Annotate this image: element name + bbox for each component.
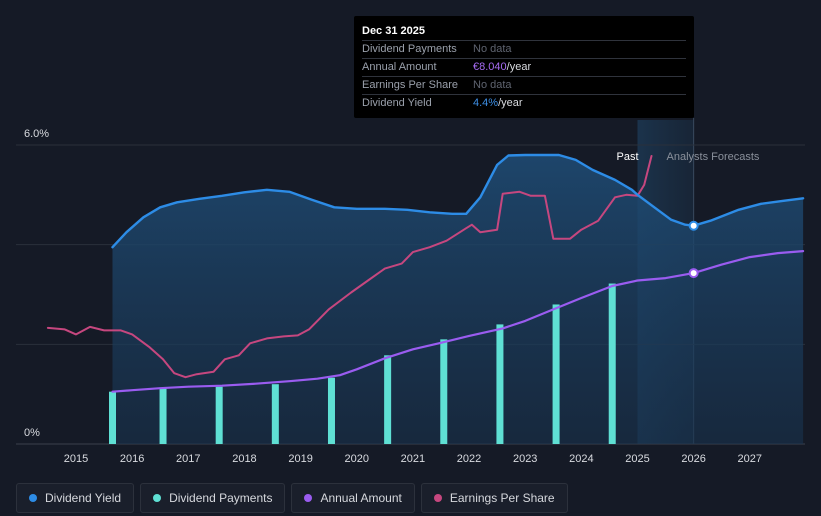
- x-tick-label: 2020: [345, 453, 369, 465]
- legend-dot: [29, 494, 37, 502]
- legend-label: Annual Amount: [320, 491, 402, 505]
- legend-dot: [304, 494, 313, 502]
- legend-label: Dividend Payments: [169, 491, 273, 505]
- forecast-label: Analysts Forecasts: [667, 151, 760, 163]
- tooltip-row-annual-amount: Annual Amount €8.040/year: [362, 58, 686, 76]
- x-tick-label: 2025: [625, 453, 649, 465]
- legend-item-dividend-yield[interactable]: Dividend Yield: [16, 483, 135, 513]
- tooltip-row-dividend-payments: Dividend Payments No data: [362, 40, 686, 58]
- x-tick-label: 2017: [176, 453, 200, 465]
- tooltip-value: €8.040: [473, 61, 507, 73]
- legend-dot: [153, 494, 162, 502]
- x-tick-label: 2024: [569, 453, 593, 465]
- dividend-payment-bar: [215, 386, 223, 444]
- tooltip-value: No data: [473, 43, 512, 55]
- x-tick-label: 2015: [64, 453, 88, 465]
- tooltip-row-dividend-yield: Dividend Yield 4.4%/year: [362, 94, 686, 112]
- x-tick-label: 2021: [401, 453, 425, 465]
- legend-item-annual-amount[interactable]: Annual Amount: [291, 483, 415, 513]
- earnings-per-share-line: [46, 155, 653, 379]
- dividend-yield-line: [111, 153, 805, 249]
- dividend-yield-marker: [688, 220, 699, 231]
- y-axis-label-min: 0%: [24, 427, 40, 439]
- dividend-payment-bar: [552, 304, 560, 444]
- y-axis-label-max: 6.0%: [24, 128, 49, 140]
- legend-label: Dividend Yield: [45, 491, 122, 505]
- x-tick-label: 2019: [288, 453, 312, 465]
- dividend-payment-bar: [327, 377, 335, 444]
- past-label: Past: [616, 151, 638, 163]
- tooltip-label: Dividend Payments: [362, 43, 457, 55]
- legend-dot: [433, 494, 442, 502]
- x-tick-label: 2022: [457, 453, 481, 465]
- dividend-payment-bar: [271, 384, 279, 444]
- tooltip-label: Annual Amount: [362, 61, 437, 73]
- legend-label: Earnings Per Share: [449, 491, 555, 505]
- tooltip-suffix: /year: [506, 61, 532, 73]
- dividend-payment-bar: [608, 283, 616, 444]
- tooltip-row-earnings-per-share: Earnings Per Share No data: [362, 76, 686, 94]
- legend-item-dividend-payments[interactable]: Dividend Payments: [140, 483, 286, 513]
- dividend-payment-bar: [496, 324, 504, 444]
- dividend-payment-bar: [108, 391, 116, 444]
- annual-amount-marker: [688, 268, 699, 279]
- x-tick-label: 2018: [232, 453, 256, 465]
- x-tick-label: 2026: [681, 453, 705, 465]
- tooltip: Dec 31 2025 Dividend Payments No data An…: [354, 16, 694, 118]
- x-tick-label: 2016: [120, 453, 144, 465]
- legend: Dividend Yield Dividend Payments Annual …: [16, 483, 568, 515]
- legend-item-earnings-per-share[interactable]: Earnings Per Share: [420, 483, 568, 513]
- x-tick-label: 2023: [513, 453, 537, 465]
- tooltip-title: Dec 31 2025: [362, 25, 425, 37]
- tooltip-value: 4.4%: [473, 97, 499, 109]
- dividend-payment-bar: [384, 355, 392, 444]
- tooltip-suffix: /year: [498, 97, 523, 109]
- dividend-payment-bar: [159, 388, 167, 444]
- tooltip-label: Earnings Per Share: [362, 79, 458, 91]
- dividend-payment-bar: [440, 339, 448, 444]
- dividend-yield-area: [112, 155, 804, 444]
- tooltip-label: Dividend Yield: [362, 97, 432, 109]
- x-tick-label: 2027: [738, 453, 762, 465]
- tooltip-value: No data: [473, 79, 512, 91]
